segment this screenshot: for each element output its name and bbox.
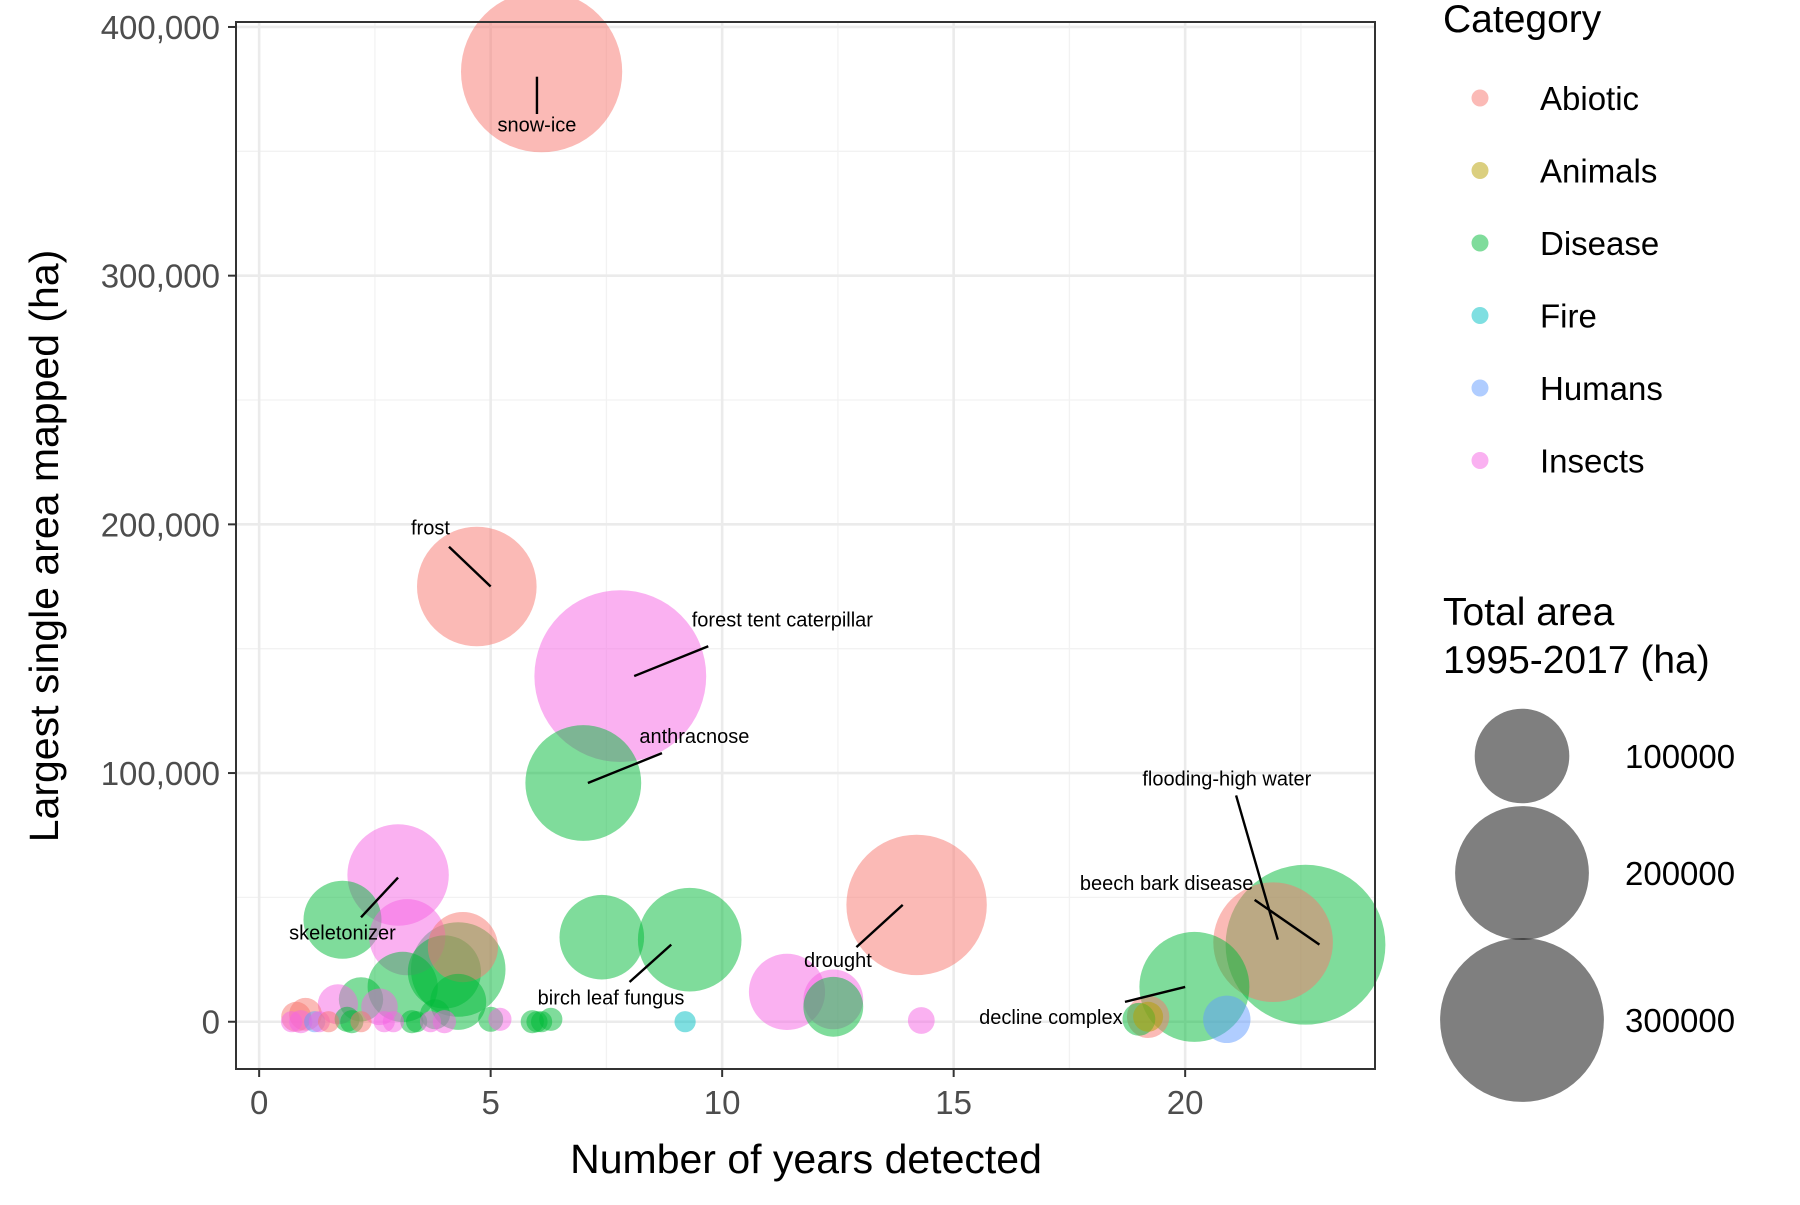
bubble-disease — [559, 894, 645, 980]
bubble-insects — [534, 590, 707, 762]
bubble-fire — [674, 1011, 696, 1033]
bubble-insects — [382, 1011, 404, 1033]
legend-key-insects — [1471, 452, 1489, 469]
annotation-label: beech bark disease — [1080, 873, 1253, 895]
annotation-layer: snow-ice frost forest tent caterpillar anth… — [289, 76, 1321, 1029]
legend-size-key — [1474, 708, 1570, 804]
legend-key-animals — [1471, 162, 1489, 179]
legend-size-key — [1455, 806, 1589, 940]
annotation-leader-line — [633, 645, 709, 678]
legend-label-humans: Humans — [1540, 370, 1663, 407]
annotation-leader-line — [360, 876, 399, 919]
legend-color-title: Category — [1443, 0, 1602, 41]
annotation-label: flooding-high water — [1142, 768, 1311, 790]
annotation-label: drought — [804, 950, 872, 972]
y-tick-label: 300,000 — [101, 258, 220, 295]
annotation-leader-line — [855, 903, 904, 949]
annotation-label: decline complex — [979, 1007, 1122, 1029]
axis-ticks: 0 5 10 15 20 0 100,000 200,000 300,000 400,000 — [101, 9, 1204, 1121]
legend-size-key — [1440, 938, 1604, 1102]
annotation-label: birch leaf fungus — [538, 987, 685, 1009]
annotation-leader-line — [448, 545, 492, 588]
legend-key-disease — [1471, 234, 1489, 252]
bubble-disease — [303, 880, 382, 959]
bubble-disease — [803, 976, 864, 1037]
y-tick-label: 200,000 — [101, 506, 220, 543]
x-tick-label: 10 — [704, 1084, 741, 1121]
bubble-abiotic — [417, 526, 537, 647]
bubble-insects — [419, 1011, 442, 1033]
legend-size-label: 300000 — [1625, 1002, 1735, 1039]
x-tick-label: 15 — [935, 1084, 972, 1121]
legend-size-title: Total area — [1443, 591, 1615, 634]
y-axis-title: Largest single area mapped (ha) — [21, 250, 67, 843]
y-tick-label: 400,000 — [101, 9, 220, 46]
annotation-leader-line — [587, 752, 663, 785]
bubble-insects — [488, 1007, 512, 1031]
legend-size-label: 200000 — [1625, 855, 1735, 892]
annotation-label: frost — [411, 517, 450, 539]
legend: Category Abiotic Animals Disease Fire Humans I… — [1440, 0, 1735, 1102]
annotation-label: anthracnose — [639, 726, 749, 748]
x-tick-label: 20 — [1167, 1084, 1204, 1121]
x-tick-label: 5 — [481, 1084, 499, 1121]
bubble-disease — [531, 1011, 553, 1033]
legend-key-fire — [1471, 307, 1489, 324]
annotation-label: snow-ice — [497, 114, 576, 136]
legend-label-insects: Insects — [1540, 443, 1645, 480]
bubble-insects — [907, 1007, 935, 1034]
annotation-leader-line — [1124, 985, 1186, 1004]
y-tick-label: 100,000 — [101, 755, 220, 792]
legend-label-fire: Fire — [1540, 298, 1597, 335]
bubble-abiotic — [318, 1011, 340, 1033]
bubble-layer — [281, 0, 1386, 1043]
annotation-label: forest tent caterpillar — [692, 609, 874, 631]
annotation-leader-line — [1234, 795, 1279, 941]
bubble-animals — [1133, 1001, 1164, 1032]
y-tick-label: 0 — [202, 1004, 220, 1041]
annotation-leader-line — [1253, 898, 1321, 946]
bubble-abiotic — [350, 1011, 372, 1033]
bubble-abiotic — [461, 0, 623, 153]
x-axis-title: Number of years detected — [570, 1136, 1042, 1182]
legend-label-abiotic: Abiotic — [1540, 80, 1639, 117]
bubble-humans — [1203, 995, 1251, 1043]
legend-label-disease: Disease — [1540, 225, 1659, 262]
annotation-label: skeletonizer — [289, 923, 396, 945]
bubble-disease — [637, 887, 742, 992]
bubble-disease — [525, 725, 642, 841]
legend-label-animals: Animals — [1540, 153, 1657, 190]
bubble-insects — [281, 1011, 303, 1033]
x-tick-label: 0 — [250, 1084, 268, 1121]
plot-panel-border — [235, 21, 1376, 1070]
legend-size-title: 1995-2017 (ha) — [1443, 639, 1710, 682]
legend-key-humans — [1471, 379, 1489, 397]
bubble-abiotic — [846, 834, 987, 976]
bubble-abiotic — [427, 912, 498, 983]
legend-key-abiotic — [1471, 89, 1489, 107]
legend-size-label: 100000 — [1625, 738, 1735, 775]
annotation-leader-line — [628, 943, 673, 983]
